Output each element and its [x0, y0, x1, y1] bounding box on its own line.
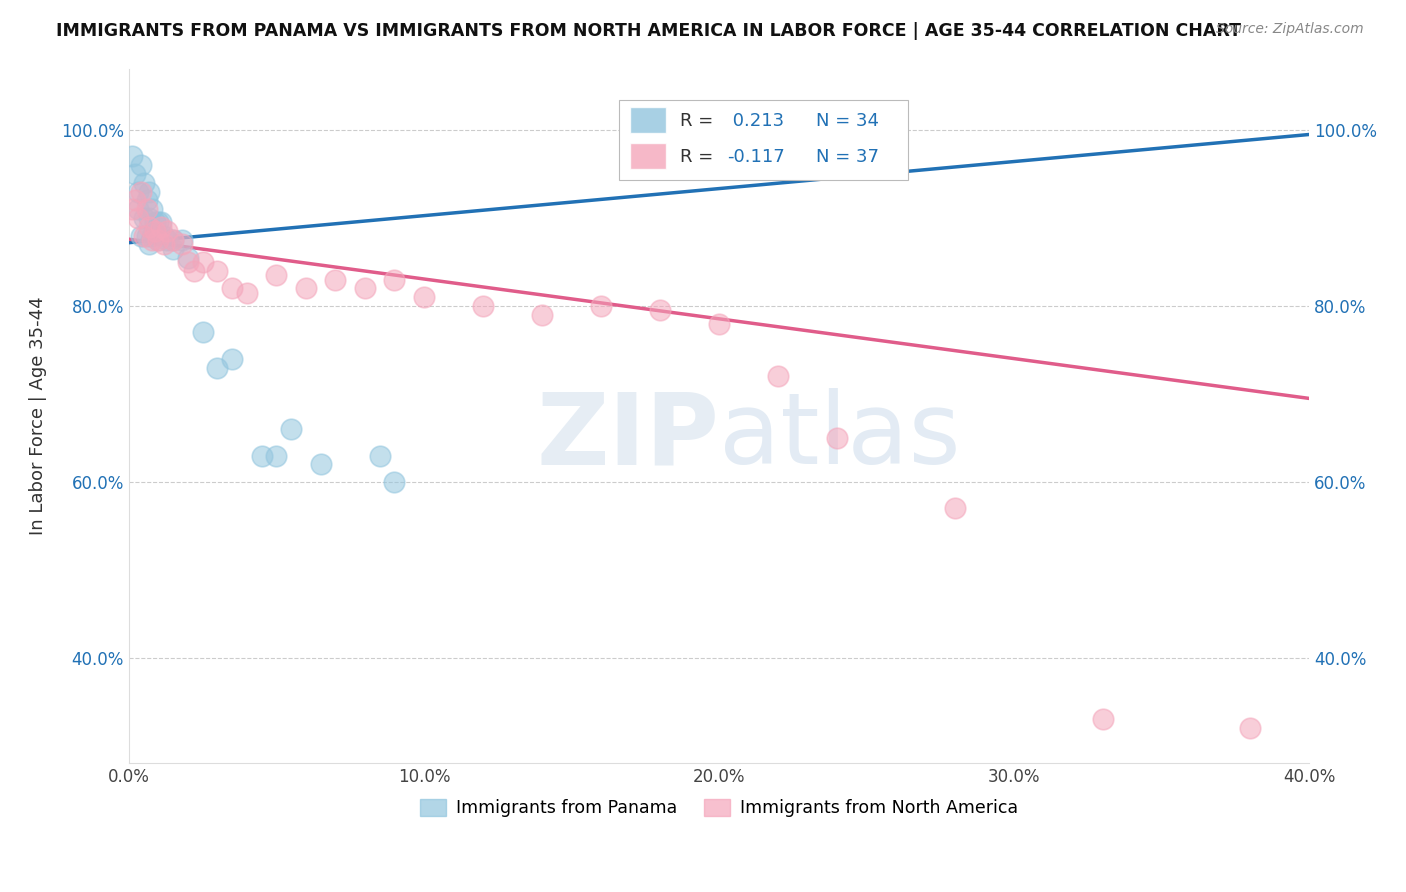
Point	[148, 233, 170, 247]
Text: ZIP: ZIP	[536, 388, 718, 485]
Point	[1239, 721, 1261, 735]
Point	[141, 233, 163, 247]
Point	[354, 281, 377, 295]
Point	[295, 281, 318, 295]
Point	[162, 233, 184, 247]
Point	[150, 215, 173, 229]
Bar	[630, 143, 666, 169]
Point	[132, 228, 155, 243]
Point	[121, 202, 143, 217]
Point	[207, 264, 229, 278]
Text: -0.117: -0.117	[727, 148, 785, 166]
Point	[145, 215, 167, 229]
Point	[153, 237, 176, 252]
Point	[141, 228, 163, 243]
Point	[124, 194, 146, 208]
Point	[138, 219, 160, 234]
Point	[1091, 713, 1114, 727]
Point	[280, 422, 302, 436]
Y-axis label: In Labor Force | Age 35-44: In Labor Force | Age 35-44	[30, 297, 46, 535]
Point	[589, 299, 612, 313]
Point	[129, 158, 152, 172]
Point	[382, 475, 405, 489]
Point	[191, 255, 214, 269]
Point	[132, 176, 155, 190]
Point	[127, 202, 149, 217]
Legend: Immigrants from Panama, Immigrants from North America: Immigrants from Panama, Immigrants from …	[413, 791, 1025, 824]
Text: R =: R =	[681, 148, 718, 166]
Text: IMMIGRANTS FROM PANAMA VS IMMIGRANTS FROM NORTH AMERICA IN LABOR FORCE | AGE 35-: IMMIGRANTS FROM PANAMA VS IMMIGRANTS FRO…	[56, 22, 1241, 40]
Point	[325, 273, 347, 287]
Text: N = 34: N = 34	[815, 112, 879, 129]
Point	[145, 224, 167, 238]
Point	[471, 299, 494, 313]
Point	[162, 242, 184, 256]
Bar	[630, 107, 666, 133]
Point	[183, 264, 205, 278]
Text: atlas: atlas	[718, 388, 960, 485]
FancyBboxPatch shape	[619, 100, 908, 179]
Point	[177, 255, 200, 269]
Point	[132, 211, 155, 225]
Point	[138, 237, 160, 252]
Point	[156, 233, 179, 247]
Point	[138, 185, 160, 199]
Point	[162, 233, 184, 247]
Point	[207, 360, 229, 375]
Point	[191, 326, 214, 340]
Point	[129, 228, 152, 243]
Point	[148, 215, 170, 229]
Point	[382, 273, 405, 287]
Point	[177, 251, 200, 265]
Point	[412, 290, 434, 304]
Point	[766, 369, 789, 384]
Point	[129, 185, 152, 199]
Point	[141, 202, 163, 217]
Point	[309, 458, 332, 472]
Point	[221, 351, 243, 366]
Point	[153, 228, 176, 243]
Point	[530, 308, 553, 322]
Point	[266, 449, 288, 463]
Point	[221, 281, 243, 295]
Point	[124, 167, 146, 181]
Point	[138, 211, 160, 225]
Text: R =: R =	[681, 112, 718, 129]
Text: Source: ZipAtlas.com: Source: ZipAtlas.com	[1216, 22, 1364, 37]
Point	[266, 268, 288, 283]
Point	[127, 211, 149, 225]
Point	[368, 449, 391, 463]
Point	[236, 285, 259, 300]
Text: N = 37: N = 37	[815, 148, 879, 166]
Point	[150, 219, 173, 234]
Point	[943, 501, 966, 516]
Point	[648, 303, 671, 318]
Point	[825, 431, 848, 445]
Point	[135, 194, 157, 208]
Point	[170, 233, 193, 247]
Point	[250, 449, 273, 463]
Point	[135, 202, 157, 217]
Point	[148, 233, 170, 247]
Point	[127, 185, 149, 199]
Point	[156, 224, 179, 238]
Point	[707, 317, 730, 331]
Point	[135, 228, 157, 243]
Point	[121, 149, 143, 163]
Text: 0.213: 0.213	[727, 112, 785, 129]
Point	[170, 237, 193, 252]
